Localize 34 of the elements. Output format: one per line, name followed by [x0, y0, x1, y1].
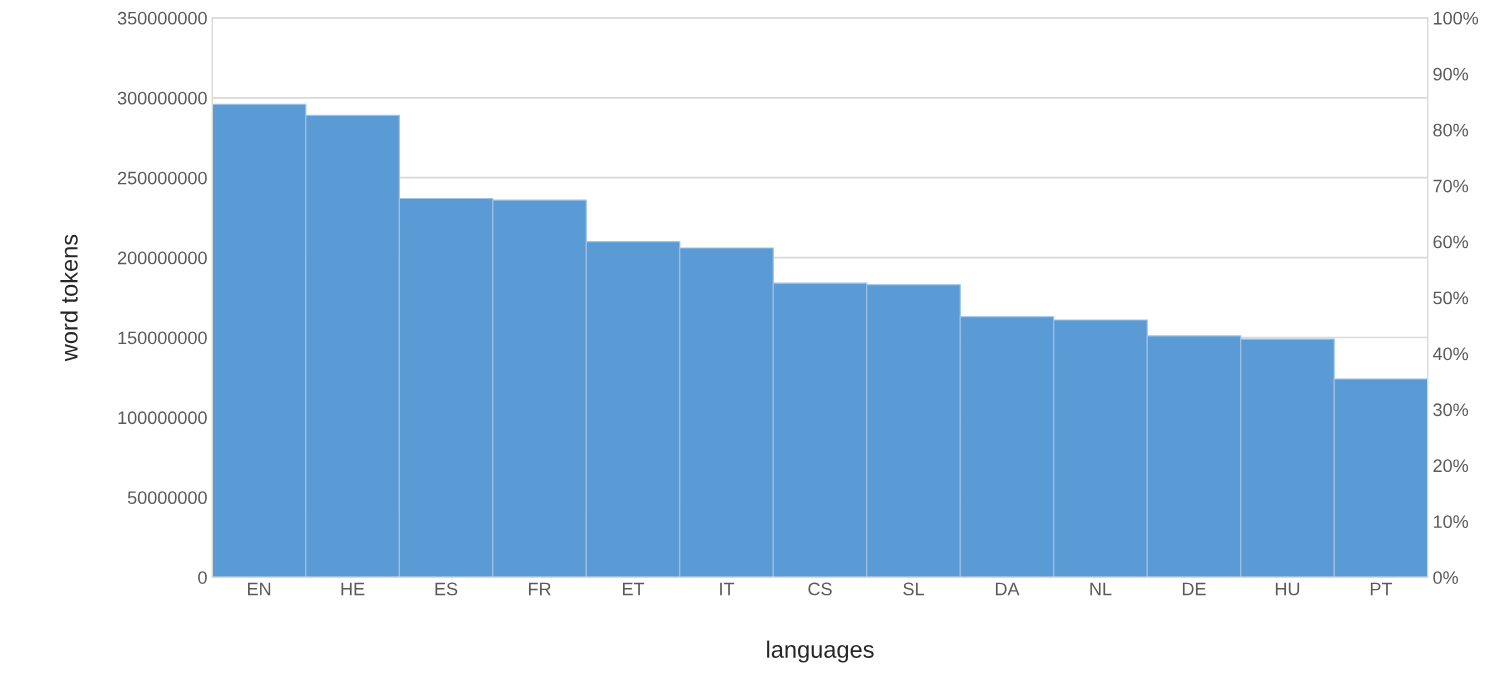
- x-tick-label: FR: [529, 582, 551, 596]
- x-tick-label: PT: [1370, 582, 1393, 596]
- x-tick-label: ET: [622, 582, 645, 596]
- x-tick-label: NL: [1090, 582, 1112, 596]
- x-tick-label: HU: [1275, 582, 1300, 596]
- y2-tick-label: 50%: [1433, 291, 1469, 305]
- y2-tick-label: 60%: [1433, 235, 1469, 249]
- y-axis-title: word tokens: [60, 234, 78, 362]
- y-tick-label: 200000000: [118, 251, 207, 265]
- y2-tick-label: 40%: [1432, 347, 1469, 361]
- y2-tick-label: 100%: [1433, 11, 1479, 25]
- y2-tick-label: 20%: [1433, 459, 1469, 473]
- y-tick-label: 150000000: [118, 331, 207, 345]
- x-tick-label: DA: [995, 582, 1020, 596]
- y-tick-label: 0: [198, 571, 207, 584]
- y2-tick-label: 70%: [1433, 179, 1469, 193]
- x-tick-label: DE: [1182, 582, 1206, 596]
- x-tick-label: HE: [341, 582, 365, 596]
- y2-tick-label: 0%: [1433, 571, 1458, 584]
- y2-tick-label: 30%: [1433, 403, 1469, 417]
- y2-tick-label: 10%: [1433, 515, 1469, 529]
- y-tick-label: 250000000: [118, 171, 207, 185]
- x-tick-label: IT: [720, 582, 735, 596]
- y2-tick-label: 90%: [1433, 67, 1469, 81]
- x-axis-title: languages: [767, 640, 874, 663]
- x-tick-label: CS: [808, 582, 832, 596]
- x-tick-label: EN: [248, 582, 271, 596]
- y-tick-label: 350000000: [117, 11, 207, 25]
- y2-tick-label: 80%: [1433, 123, 1469, 137]
- y-tick-label: 50000000: [127, 491, 207, 505]
- y-tick-label: 100000000: [118, 411, 207, 425]
- x-tick-label: ES: [435, 582, 458, 596]
- x-tick-label: SL: [903, 582, 924, 596]
- y-tick-label: 300000000: [117, 91, 207, 105]
